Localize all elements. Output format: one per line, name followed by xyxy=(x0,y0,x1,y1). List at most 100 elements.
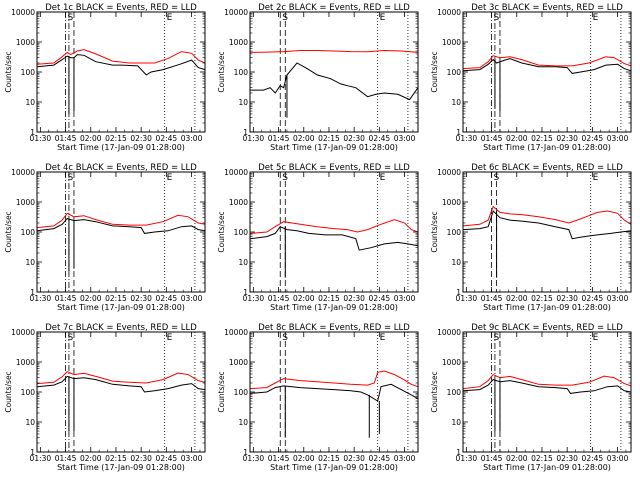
x-tick-label: 01:30 xyxy=(456,134,478,143)
x-tick-label: 02:30 xyxy=(343,454,365,463)
y-tick-label: 1 xyxy=(456,128,461,137)
x-axis-label: Start Time (17-Jan-09 01:28:00) xyxy=(483,463,611,472)
y-tick-label: 10000 xyxy=(11,8,35,17)
x-tick-label: 02:15 xyxy=(531,294,553,303)
x-tick-label: 01:45 xyxy=(55,454,77,463)
x-tick-label: 02:00 xyxy=(293,454,315,463)
series-line-lld xyxy=(462,205,632,227)
y-tick-label: 10 xyxy=(451,258,461,267)
x-tick-label: 02:30 xyxy=(556,294,578,303)
marker-e-label: E xyxy=(593,13,599,23)
series-line-events xyxy=(462,210,632,240)
series-line-lld xyxy=(249,370,419,390)
y-tick-label: 1 xyxy=(30,448,35,457)
y-tick-label: 10000 xyxy=(437,328,461,337)
x-tick-label: 02:45 xyxy=(582,134,604,143)
x-tick-label: 03:00 xyxy=(181,134,203,143)
y-tick-label: 1000 xyxy=(442,358,461,367)
series-line-events xyxy=(36,54,206,76)
x-tick-label: 02:45 xyxy=(369,294,391,303)
y-tick-label: 1000 xyxy=(442,38,461,47)
x-tick-label: 01:30 xyxy=(243,134,265,143)
marker-s-label: S xyxy=(494,333,500,343)
x-tick-label: 02:15 xyxy=(531,454,553,463)
chart-title: Det 8c BLACK = Events, RED = LLD xyxy=(258,323,410,333)
x-tick-label: 02:15 xyxy=(531,134,553,143)
y-tick-label: 10000 xyxy=(11,328,35,337)
y-axis-label: Counts/sec xyxy=(217,51,226,92)
y-tick-label: 100 xyxy=(234,388,249,397)
y-tick-label: 1 xyxy=(243,288,248,297)
x-tick-label: 02:00 xyxy=(80,454,102,463)
y-tick-label: 100 xyxy=(234,68,249,77)
x-tick-label: 03:00 xyxy=(394,454,416,463)
y-tick-label: 10 xyxy=(238,418,248,427)
x-tick-label: 02:15 xyxy=(318,294,340,303)
x-tick-label: 02:15 xyxy=(105,454,127,463)
y-tick-label: 1 xyxy=(30,288,35,297)
y-tick-label: 100 xyxy=(21,68,36,77)
x-tick-label: 02:15 xyxy=(318,134,340,143)
series-line-events xyxy=(462,379,632,394)
y-axis-label: Counts/sec xyxy=(4,371,13,412)
x-tick-label: 02:00 xyxy=(80,294,102,303)
x-tick-label: 03:00 xyxy=(607,454,629,463)
y-axis-label: Counts/sec xyxy=(217,371,226,412)
series-line-events xyxy=(36,218,206,234)
y-tick-label: 1 xyxy=(456,448,461,457)
plot-frame xyxy=(462,11,632,133)
x-tick-label: 03:00 xyxy=(181,294,203,303)
y-tick-label: 100 xyxy=(447,228,462,237)
y-tick-label: 100 xyxy=(234,228,249,237)
x-tick-label: 02:00 xyxy=(506,134,528,143)
plot-frame xyxy=(36,331,206,453)
y-tick-label: 10000 xyxy=(437,8,461,17)
x-tick-label: 01:30 xyxy=(30,294,52,303)
series-line-events xyxy=(36,375,206,393)
chart-title: Det 5c BLACK = Events, RED = LLD xyxy=(258,163,410,173)
plot-frame xyxy=(249,171,419,293)
marker-s-label: S xyxy=(282,173,288,183)
x-tick-label: 03:00 xyxy=(394,294,416,303)
chart-title: Det 7c BLACK = Events, RED = LLD xyxy=(45,323,197,333)
marker-s-label: S xyxy=(494,13,500,23)
chart-title: Det 1c BLACK = Events, RED = LLD xyxy=(45,3,197,13)
y-tick-label: 10000 xyxy=(11,168,35,177)
x-tick-label: 02:15 xyxy=(105,294,127,303)
series-line-lld xyxy=(249,49,419,53)
series-line-events xyxy=(462,58,632,74)
x-tick-label: 01:30 xyxy=(243,294,265,303)
chart-title: Det 9c BLACK = Events, RED = LLD xyxy=(471,323,623,333)
y-tick-label: 100 xyxy=(21,388,36,397)
x-tick-label: 02:30 xyxy=(130,294,152,303)
x-tick-label: 01:45 xyxy=(55,294,77,303)
y-tick-label: 1000 xyxy=(229,38,248,47)
x-axis-label: Start Time (17-Jan-09 01:28:00) xyxy=(483,303,611,312)
x-tick-label: 02:00 xyxy=(506,454,528,463)
x-tick-label: 02:00 xyxy=(293,134,315,143)
marker-e-label: E xyxy=(167,173,173,183)
series-line-events xyxy=(249,383,419,402)
plot-frame xyxy=(36,11,206,133)
marker-s-label: S xyxy=(494,173,500,183)
x-axis-label: Start Time (17-Jan-09 01:28:00) xyxy=(483,143,611,152)
y-tick-label: 1000 xyxy=(442,198,461,207)
y-tick-label: 10000 xyxy=(437,168,461,177)
marker-e-label: E xyxy=(380,173,386,183)
plot-frame xyxy=(462,331,632,453)
x-tick-label: 01:45 xyxy=(268,454,290,463)
x-tick-label: 02:30 xyxy=(343,134,365,143)
x-tick-label: 02:30 xyxy=(556,454,578,463)
x-tick-label: 02:00 xyxy=(506,294,528,303)
y-tick-label: 10 xyxy=(25,98,35,107)
x-tick-label: 02:45 xyxy=(369,134,391,143)
x-tick-label: 02:45 xyxy=(582,454,604,463)
marker-e-label: E xyxy=(167,333,173,343)
x-tick-label: 03:00 xyxy=(607,294,629,303)
